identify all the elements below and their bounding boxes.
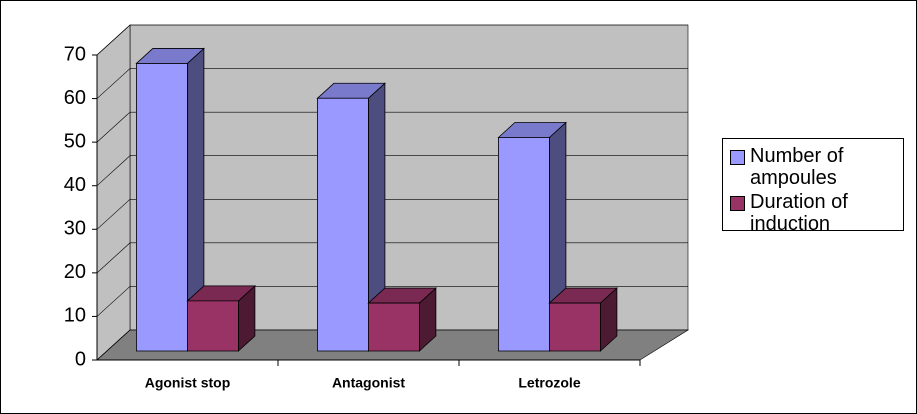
x-tick-label: Antagonist [332, 375, 405, 391]
grid-line [96, 68, 688, 99]
grid-line [96, 111, 688, 143]
y-tick-label: 40 [64, 174, 86, 196]
y-tick-label: 60 [64, 87, 86, 109]
bar-front [367, 302, 420, 352]
back-wall [129, 24, 689, 331]
bar [548, 287, 618, 352]
y-tick-label: 10 [64, 305, 86, 327]
y-tick-label: 20 [64, 261, 86, 283]
x-tick-label: Letrozole [518, 375, 580, 391]
legend-swatch [730, 196, 745, 211]
bar [135, 47, 205, 352]
bar-front [497, 137, 550, 352]
side-wall [96, 24, 131, 361]
y-tick-label: 0 [75, 348, 86, 370]
y-tick-label: 70 [64, 43, 86, 65]
legend-label: Duration of induction [750, 191, 848, 235]
bar [316, 82, 386, 352]
legend-entry: Number of ampoules [727, 145, 899, 189]
legend-label: Number of ampoules [750, 145, 844, 189]
bar-front [316, 97, 369, 352]
legend: Number of ampoules Duration of induction [722, 138, 904, 235]
bar [186, 284, 256, 352]
legend-entry: Duration of induction [727, 191, 899, 235]
bar-front [549, 302, 601, 352]
legend-swatch [730, 150, 745, 165]
bar-front [186, 300, 239, 352]
bar-front [135, 63, 188, 352]
x-tick-label: Agonist stop [145, 375, 231, 391]
bar [367, 287, 437, 352]
y-tick-label: 50 [64, 130, 86, 152]
y-tick-label: 30 [64, 218, 86, 240]
grid-line [96, 24, 688, 56]
